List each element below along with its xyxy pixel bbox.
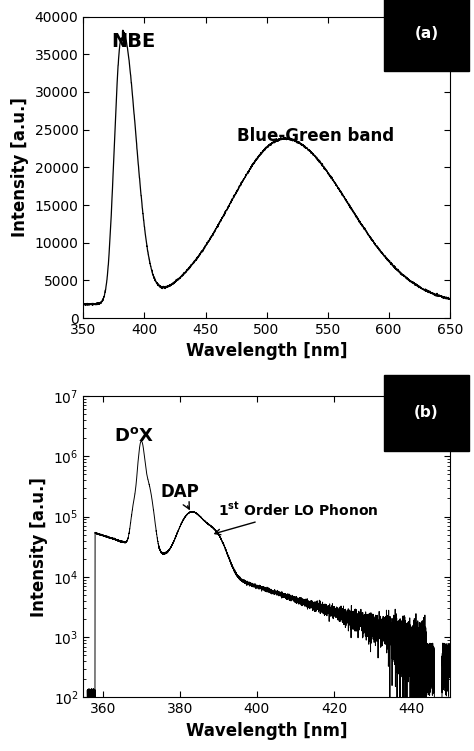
Y-axis label: Intensity [a.u.]: Intensity [a.u.] [30, 477, 47, 617]
Text: 1$^\mathbf{st}$ Order LO Phonon: 1$^\mathbf{st}$ Order LO Phonon [215, 501, 379, 535]
X-axis label: Wavelength [nm]: Wavelength [nm] [186, 342, 347, 360]
Text: NBE: NBE [111, 32, 156, 50]
Text: (b): (b) [414, 405, 439, 420]
Text: Blue-Green band: Blue-Green band [237, 127, 394, 145]
Text: DAP: DAP [161, 483, 199, 509]
Text: (a): (a) [415, 26, 439, 41]
Text: D$^\mathbf{o}$X: D$^\mathbf{o}$X [114, 427, 154, 445]
X-axis label: Wavelength [nm]: Wavelength [nm] [186, 722, 347, 740]
Y-axis label: Intensity [a.u.]: Intensity [a.u.] [11, 98, 29, 237]
